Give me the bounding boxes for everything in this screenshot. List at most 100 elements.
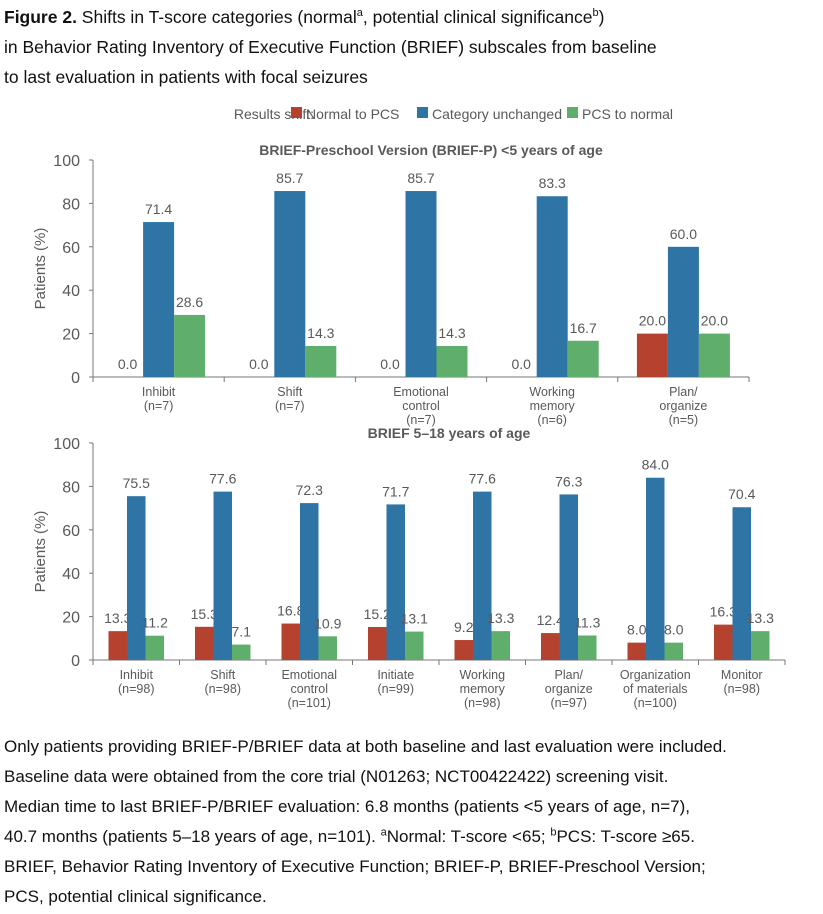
x-tick-label: Working: [459, 668, 505, 682]
legend-label: PCS to normal: [582, 106, 673, 122]
y-tick-label: 80: [62, 196, 80, 213]
bar: [145, 635, 164, 660]
data-label: 84.0: [642, 457, 669, 473]
bar: [541, 633, 560, 660]
bar: [318, 636, 337, 660]
x-tick-label: (n=98): [205, 682, 241, 696]
bar: [636, 333, 668, 377]
bar: [143, 222, 175, 377]
data-label: 8.0: [664, 622, 684, 638]
bar: [195, 626, 214, 660]
x-tick-label: Working: [529, 385, 575, 399]
x-tick-label: control: [290, 682, 328, 696]
bar: [491, 631, 510, 660]
y-tick-label: 100: [53, 153, 80, 170]
bar: [454, 640, 473, 660]
data-label: 76.3: [555, 473, 582, 489]
bar: [732, 507, 751, 660]
data-label: 70.4: [728, 486, 755, 502]
x-tick-label: Emotional: [393, 385, 449, 399]
data-label: 85.7: [276, 170, 303, 186]
data-label: 9.2: [454, 619, 474, 635]
y-tick-label: 40: [62, 566, 80, 583]
x-tick-label: organize: [545, 682, 593, 696]
footnote-line: Only patients providing BRIEF-P/BRIEF da…: [4, 737, 727, 756]
data-label: 0.0: [511, 356, 531, 372]
data-label: 12.4: [537, 612, 564, 628]
chart-title: BRIEF-Preschool Version (BRIEF-P) <5 yea…: [259, 142, 603, 158]
legend-label: Category unchanged: [432, 106, 562, 122]
x-tick-label: Plan/: [669, 385, 698, 399]
charts: Results shift:Normal to PCS Category unch…: [32, 106, 786, 710]
footnote-line: Median time to last BRIEF-P/BRIEF evalua…: [4, 797, 691, 816]
x-tick-label: (n=5): [669, 413, 699, 427]
bar: [436, 345, 468, 377]
data-label: 83.3: [539, 175, 566, 191]
sup: a: [356, 7, 363, 20]
x-tick-label: memory: [460, 682, 506, 696]
caption-text: , potential clinical significance: [362, 7, 593, 27]
data-label: 71.4: [145, 201, 172, 217]
data-label: 0.0: [249, 356, 269, 372]
bar: [386, 504, 405, 660]
bar: [368, 627, 387, 660]
data-label: 20.0: [639, 313, 666, 329]
x-tick-label: organize: [659, 399, 707, 413]
bar: [714, 624, 733, 660]
y-tick-label: 60: [62, 523, 80, 540]
x-tick-label: Organization: [620, 668, 691, 682]
footnote-line: Baseline data were obtained from the cor…: [4, 767, 669, 786]
data-label: 13.3: [104, 610, 131, 626]
y-tick-label: 0: [71, 370, 80, 387]
x-tick-label: (n=7): [275, 399, 305, 413]
caption-text: ): [598, 7, 605, 27]
data-label: 77.6: [469, 471, 496, 487]
data-label: 77.6: [209, 471, 236, 487]
x-tick-label: Monitor: [721, 668, 763, 682]
bar: [627, 642, 646, 660]
chart-title: BRIEF 5–18 years of age: [368, 425, 531, 441]
data-label: 28.6: [176, 294, 203, 310]
data-label: 72.3: [296, 482, 323, 498]
data-label: 15.3: [191, 606, 218, 622]
data-label: 13.3: [487, 610, 514, 626]
footnote: Only patients providing BRIEF-P/BRIEF da…: [4, 732, 819, 912]
data-label: 71.7: [382, 483, 409, 499]
x-tick-label: Emotional: [281, 668, 337, 682]
data-label: 16.3: [710, 604, 737, 620]
bar: [567, 340, 599, 377]
x-tick-label: (n=7): [406, 413, 436, 427]
y-tick-label: 40: [62, 283, 80, 300]
x-tick-label: (n=100): [634, 696, 677, 710]
bar: [664, 642, 683, 660]
bar: [108, 631, 127, 660]
legend-swatch: [417, 107, 428, 118]
bar: [281, 623, 300, 660]
x-tick-label: (n=97): [551, 696, 587, 710]
x-tick-label: Initiate: [377, 668, 414, 682]
x-tick-label: (n=98): [118, 682, 154, 696]
bar: [127, 496, 146, 660]
data-label: 85.7: [407, 170, 434, 186]
x-tick-label: (n=7): [144, 399, 174, 413]
sup: b: [592, 7, 599, 20]
data-label: 13.1: [401, 611, 428, 627]
data-label: 13.3: [747, 610, 774, 626]
y-tick-label: 0: [71, 653, 80, 670]
bar: [274, 191, 306, 377]
bar: [667, 246, 699, 377]
data-label: 60.0: [670, 226, 697, 242]
data-label: 0.0: [118, 356, 138, 372]
footnote-text: 40.7 months (patients 5–18 years of age,…: [4, 827, 381, 846]
footnote-line: BRIEF, Behavior Rating Inventory of Exec…: [4, 857, 706, 876]
x-tick-label: memory: [530, 399, 576, 413]
data-label: 0.0: [380, 356, 400, 372]
caption-line: in Behavior Rating Inventory of Executiv…: [4, 37, 657, 57]
y-axis-label: Patients (%): [32, 511, 49, 593]
bar: [698, 333, 730, 377]
data-label: 16.7: [570, 320, 597, 336]
data-label: 11.2: [142, 615, 168, 631]
data-label: 7.1: [232, 624, 252, 640]
legend-swatch: [567, 107, 578, 118]
x-tick-label: (n=98): [724, 682, 760, 696]
